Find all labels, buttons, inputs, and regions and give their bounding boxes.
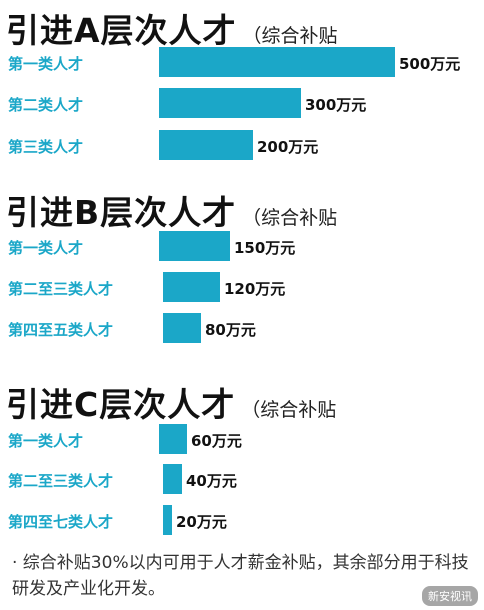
value-label-a-3: 200万元 <box>257 138 319 156</box>
category-label-b-3: 第四至五类人才 <box>8 321 114 339</box>
bar-row-c-1: 第一类人才 60万元 <box>0 424 484 454</box>
value-label-b-1: 150万元 <box>234 239 296 257</box>
bar-row-b-1: 第一类人才 150万元 <box>0 231 484 261</box>
section-subtitle-b: （综合补贴 <box>242 207 338 229</box>
bar-c-2 <box>163 464 182 494</box>
category-label-a-1: 第一类人才 <box>8 55 84 73</box>
value-label-a-1: 500万元 <box>399 55 461 73</box>
bar-row-c-2: 第二至三类人才 40万元 <box>0 464 484 494</box>
bar-b-1 <box>159 231 230 261</box>
value-label-b-3: 80万元 <box>205 321 256 339</box>
value-label-c-2: 40万元 <box>186 472 237 490</box>
watermark: 新安视讯 <box>422 586 478 606</box>
category-label-b-1: 第一类人才 <box>8 239 84 257</box>
category-label-b-2: 第二至三类人才 <box>8 280 114 298</box>
section-title-text-b: 引进B层次人才 <box>6 193 237 232</box>
bar-b-2 <box>163 272 220 302</box>
value-label-a-2: 300万元 <box>305 96 367 114</box>
section-title-text-a: 引进A层次人才 <box>6 11 237 50</box>
bar-row-a-3: 第三类人才 200万元 <box>0 130 484 160</box>
category-label-a-3: 第三类人才 <box>8 138 84 156</box>
bar-row-a-2: 第二类人才 300万元 <box>0 88 484 118</box>
bar-a-1 <box>159 47 395 77</box>
value-label-c-3: 20万元 <box>176 513 227 531</box>
section-title-c: 引进C层次人才 （综合补贴 <box>6 378 336 426</box>
category-label-c-1: 第一类人才 <box>8 432 84 450</box>
bar-c-3 <box>163 505 172 535</box>
footnote: · 综合补贴30%以内可用于人才薪金补贴，其余部分用于科技研发及产业化开发。 <box>12 553 469 599</box>
bar-row-b-2: 第二至三类人才 120万元 <box>0 272 484 302</box>
section-title-a: 引进A层次人才 （综合补贴 <box>6 4 338 52</box>
value-label-c-1: 60万元 <box>191 432 242 450</box>
category-label-a-2: 第二类人才 <box>8 96 84 114</box>
bar-b-3 <box>163 313 201 343</box>
section-subtitle-a: （综合补贴 <box>242 25 338 47</box>
bar-row-c-3: 第四至七类人才 20万元 <box>0 505 484 535</box>
bar-row-a-1: 第一类人才 500万元 <box>0 47 484 77</box>
bar-c-1 <box>159 424 187 454</box>
category-label-c-2: 第二至三类人才 <box>8 472 114 490</box>
section-subtitle-c: （综合补贴 <box>241 399 337 421</box>
bar-row-b-3: 第四至五类人才 80万元 <box>0 313 484 343</box>
value-label-b-2: 120万元 <box>224 280 286 298</box>
section-title-b: 引进B层次人才 （综合补贴 <box>6 186 337 234</box>
category-label-c-3: 第四至七类人才 <box>8 513 114 531</box>
section-title-text-c: 引进C层次人才 <box>6 385 236 424</box>
bar-a-2 <box>159 88 301 118</box>
bar-a-3 <box>159 130 253 160</box>
